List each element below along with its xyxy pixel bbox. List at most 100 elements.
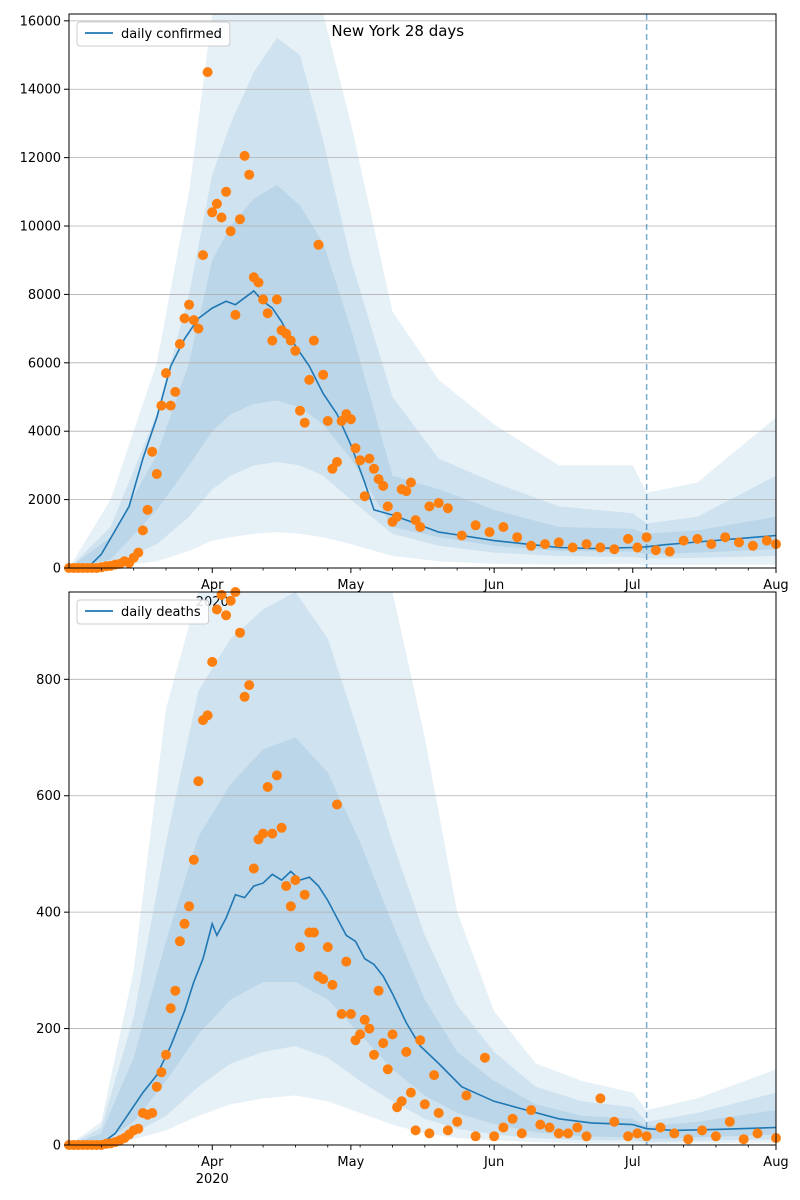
data-point	[174, 339, 185, 349]
band-inner	[69, 737, 776, 1145]
data-point	[345, 414, 356, 425]
data-point	[147, 446, 158, 457]
data-point	[299, 417, 310, 428]
data-point	[258, 828, 269, 839]
confirmed-uncertainty-bands	[69, 14, 776, 568]
data-point	[165, 1003, 176, 1014]
band-outer	[69, 592, 776, 1145]
data-point	[442, 1125, 453, 1136]
data-point	[235, 627, 245, 638]
data-point	[405, 477, 416, 488]
data-point	[235, 214, 245, 225]
data-point	[359, 491, 370, 502]
data-point	[378, 1038, 389, 1049]
data-point	[553, 1128, 564, 1139]
data-point	[271, 770, 282, 781]
data-point	[285, 901, 296, 912]
data-point	[461, 1090, 472, 1101]
data-point	[378, 480, 389, 491]
data-point	[632, 542, 643, 553]
data-point	[641, 532, 652, 543]
data-point	[216, 589, 227, 600]
y-tick-label: 600	[36, 789, 61, 804]
data-point	[253, 277, 264, 288]
deaths-line	[69, 870, 777, 1146]
data-point	[170, 985, 181, 996]
data-point	[142, 504, 153, 515]
y-tick-label: 10000	[20, 220, 61, 235]
data-point	[359, 1014, 370, 1025]
data-point	[456, 530, 467, 541]
data-point	[221, 610, 232, 621]
data-point	[697, 1125, 708, 1136]
y-tick-label: 4000	[28, 425, 61, 440]
data-point	[207, 207, 218, 218]
data-point	[336, 1009, 347, 1019]
data-point	[595, 542, 606, 553]
data-point	[470, 520, 481, 531]
data-point	[318, 974, 329, 985]
band-mid	[69, 592, 776, 1145]
x-tick-label: Jul	[624, 578, 641, 593]
data-point	[211, 198, 222, 209]
data-point	[734, 537, 744, 548]
data-point	[410, 1125, 421, 1136]
data-point	[156, 400, 167, 411]
x-tick-label: May	[337, 578, 364, 593]
deaths-panel: Apr May Jun Jul Aug 2020 0 200 400 600 800 daily …	[36, 587, 789, 1187]
deaths-x-ticks: Apr May Jun Jul Aug 2020	[100, 1145, 789, 1187]
data-point	[387, 1029, 398, 1040]
data-point	[595, 1093, 606, 1104]
data-point	[295, 942, 305, 953]
legend-label: daily deaths	[121, 605, 201, 620]
data-point	[415, 1035, 426, 1046]
data-point	[202, 710, 213, 721]
data-point	[373, 985, 384, 996]
data-point	[137, 525, 148, 536]
data-point	[479, 1052, 490, 1063]
data-point	[276, 822, 287, 833]
data-point	[609, 544, 620, 555]
data-point	[151, 1081, 162, 1092]
data-point	[151, 469, 162, 479]
data-point	[193, 776, 204, 787]
data-point	[433, 1108, 444, 1118]
data-point	[156, 1067, 167, 1078]
confirmed-legend: daily confirmed	[76, 21, 231, 47]
data-point	[419, 1099, 430, 1110]
data-point	[498, 1122, 509, 1133]
data-point	[720, 532, 731, 543]
y-tick-label: 8000	[28, 288, 61, 303]
data-point	[239, 691, 250, 702]
data-point	[225, 226, 236, 237]
data-point	[133, 1123, 144, 1134]
data-point	[710, 1131, 721, 1142]
x-tick-label: Jun	[483, 1155, 504, 1170]
data-point	[405, 1087, 416, 1098]
data-point	[198, 250, 208, 261]
data-point	[295, 405, 305, 416]
data-point	[535, 1119, 546, 1130]
data-point	[165, 400, 176, 411]
data-point	[262, 308, 273, 319]
y-tick-label: 0	[53, 1139, 61, 1154]
data-point	[230, 309, 241, 320]
data-point	[563, 1128, 574, 1139]
data-point	[683, 1134, 694, 1145]
y-tick-label: 400	[36, 906, 61, 921]
data-point	[724, 1116, 735, 1127]
data-point	[655, 1122, 666, 1133]
data-point	[355, 1029, 366, 1040]
data-point	[424, 1128, 435, 1139]
data-point	[452, 1116, 463, 1127]
data-point	[179, 918, 190, 929]
data-point	[761, 535, 772, 546]
data-point	[369, 1049, 379, 1060]
x-tick-label: Aug	[763, 1155, 788, 1170]
data-point	[401, 486, 412, 497]
data-point	[147, 1108, 158, 1118]
data-point	[678, 535, 689, 546]
data-point	[161, 1049, 171, 1060]
data-point	[544, 1122, 555, 1133]
